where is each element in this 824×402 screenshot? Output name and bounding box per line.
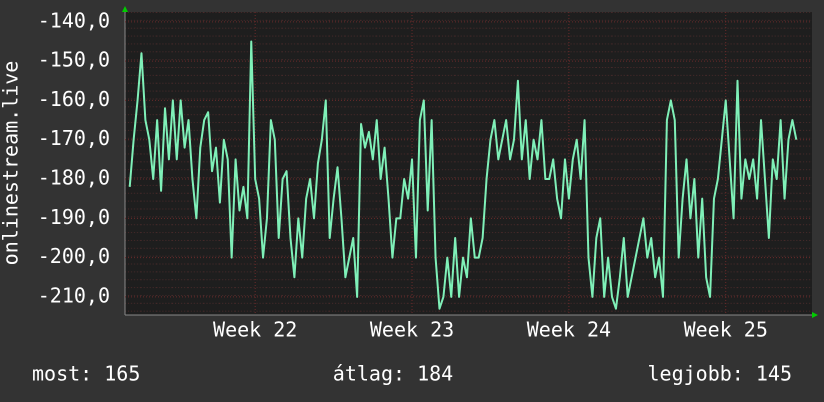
y-tick-label: -190,0 <box>38 205 110 229</box>
footer-best: legjobb: 145 <box>648 362 793 386</box>
y-tick-label: -170,0 <box>38 126 110 150</box>
y-tick-label: -150,0 <box>38 48 110 72</box>
y-tick-label: -200,0 <box>38 244 110 268</box>
y-axis-arrow <box>122 6 128 12</box>
x-axis-arrow <box>812 312 818 318</box>
x-tick-label: Week 22 <box>213 318 297 342</box>
y-tick-label: -210,0 <box>38 283 110 307</box>
y-tick-label: -160,0 <box>38 87 110 111</box>
footer-current: most: 165 <box>32 362 140 386</box>
x-tick-label: Week 25 <box>684 318 768 342</box>
data-line <box>128 40 798 310</box>
footer-average: átlag: 184 <box>333 362 453 386</box>
y-tick-label: -180,0 <box>38 166 110 190</box>
y-axis-label: onlinestream.live <box>0 61 23 266</box>
y-tick-label: -140,0 <box>38 8 110 32</box>
x-tick-label: Week 23 <box>370 318 454 342</box>
x-tick-label: Week 24 <box>527 318 611 342</box>
